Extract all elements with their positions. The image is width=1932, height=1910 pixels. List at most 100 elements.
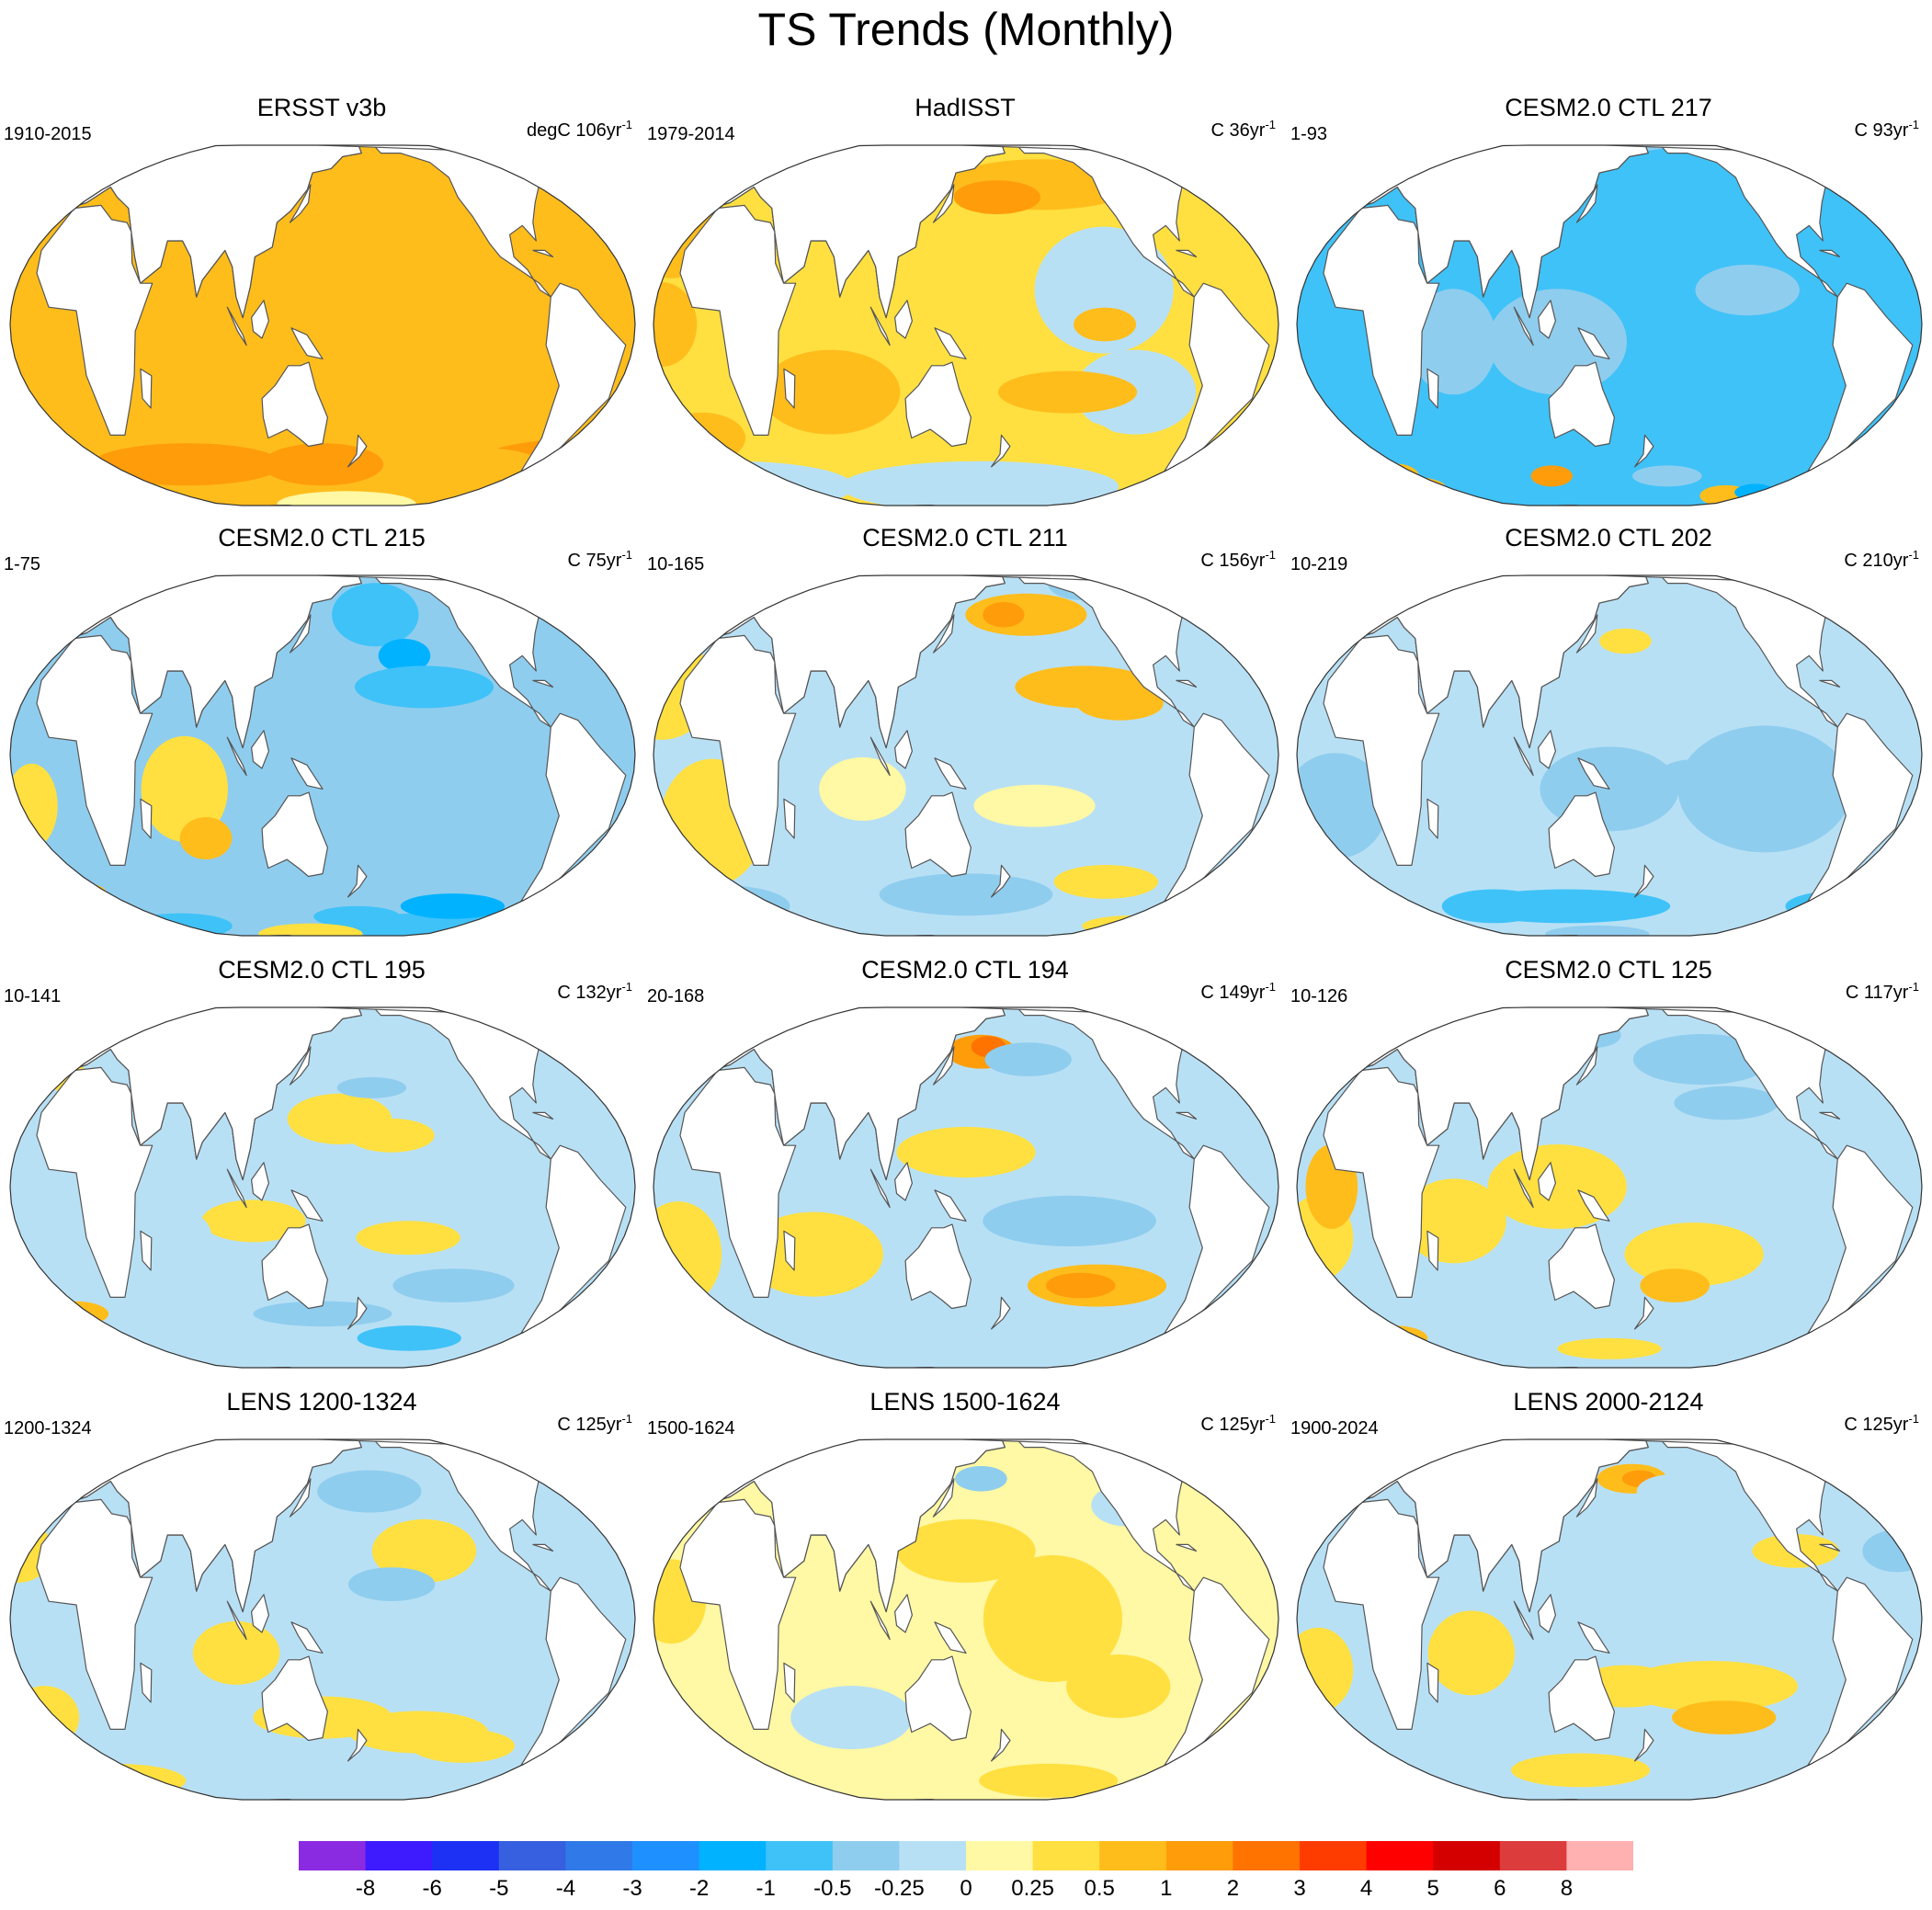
continent-cuba [1819, 1543, 1841, 1552]
continent-newguinea [934, 1621, 967, 1654]
anomaly-region [1530, 465, 1573, 487]
map-panel: LENS 1500-1624 1500-1624 C 125yr-1 [643, 1388, 1287, 1811]
continent-antarctica [10, 935, 357, 936]
anomaly-region [356, 1221, 460, 1256]
colorbar-swatch [365, 1841, 433, 1870]
land-layer [653, 132, 1270, 506]
land-layer [1297, 145, 1914, 506]
continent-antarctica [801, 505, 1144, 506]
map-panel: LENS 2000-2124 1900-2024 C 125yr-1 [1287, 1388, 1930, 1811]
panel-period: 1910-2015 [4, 124, 92, 144]
continent-sumatra [226, 736, 247, 777]
continent-africa [1323, 204, 1440, 436]
map-panel: CESM2.0 CTL 215 1-75 C 75yr-1 [0, 524, 643, 947]
continent-sumatra [226, 306, 247, 347]
continent-antarctica [801, 1367, 1144, 1368]
map-panel: CESM2.0 CTL 194 20-168 C 149yr-1 [643, 956, 1287, 1379]
map-canvas [1296, 1006, 1923, 1369]
anomaly-region [997, 370, 1138, 414]
panel-units: C 149yr-1 [1200, 981, 1276, 1004]
continent-uk [742, 586, 761, 604]
anomaly-region [1076, 686, 1164, 721]
panel-units-text: C 149yr [1200, 983, 1266, 1003]
continent-borneo [251, 300, 269, 339]
continent-nz [991, 434, 1011, 468]
anomaly-region [201, 1199, 306, 1243]
anomaly-region [1347, 592, 1381, 614]
panel-units-text: degC 106yr [527, 120, 622, 141]
map-canvas [9, 574, 636, 937]
panel-period: 10-126 [1290, 986, 1348, 1006]
panel-period: 20-168 [647, 986, 705, 1006]
continent-madagascar [140, 1662, 153, 1703]
continent-africa [679, 634, 797, 866]
anomaly-region [1313, 1321, 1401, 1356]
panel-units: C 125yr-1 [1200, 1413, 1276, 1436]
continent-americasN [371, 575, 551, 728]
anomaly-region [1045, 1272, 1116, 1299]
map-border [9, 1438, 636, 1801]
continent-antarctica [158, 1799, 501, 1800]
anomaly-region [440, 497, 546, 506]
anomaly-region [983, 1555, 1122, 1682]
anomaly-region [1632, 1034, 1773, 1086]
continent-sumatra [869, 1168, 891, 1209]
map-canvas [9, 1006, 636, 1369]
anomaly-region [955, 1466, 1007, 1492]
panel-title: CESM2.0 CTL 217 [1505, 94, 1712, 121]
anomaly-region [10, 763, 58, 848]
anomaly-region [896, 1518, 1036, 1583]
continent-borneo [1538, 1162, 1556, 1201]
map-canvas [9, 1438, 636, 1801]
anomaly-region [403, 447, 543, 482]
anomaly-region [410, 1729, 515, 1763]
anomaly-region [218, 286, 427, 363]
colorbar-tick-label: 8 [1560, 1876, 1574, 1901]
map-panel: CESM2.0 CTL 125 10-126 C 117yr-1 [1287, 956, 1930, 1379]
panel-units-text: C 125yr [557, 1415, 622, 1435]
anomaly-region [536, 145, 561, 167]
anomaly-region [983, 602, 1025, 628]
anomaly-region [1310, 1763, 1415, 1798]
panel-units: C 132yr-1 [557, 981, 632, 1004]
anomaly-region [743, 132, 951, 142]
continent-eurasia [1354, 1007, 1649, 1181]
colorbar-swatch [1032, 1841, 1100, 1870]
map-canvas [9, 144, 636, 506]
continent-africa [1323, 634, 1440, 866]
anomaly-region [1188, 1443, 1210, 1470]
continent-eurasia [1354, 145, 1649, 319]
anomaly-region [984, 1042, 1072, 1076]
anomaly-region [1441, 889, 1547, 924]
anomaly-region [1410, 289, 1497, 395]
panel-units-text: C 210yr [1844, 551, 1909, 571]
continent-japan [1575, 1478, 1598, 1518]
panel-title: ERSST v3b [256, 94, 387, 121]
continent-japan [289, 1046, 312, 1086]
anomaly-region [10, 1144, 54, 1229]
anomaly-region [840, 460, 1119, 506]
panel-units-exponent: -1 [1265, 548, 1276, 562]
colorbar-tick-label: 5 [1426, 1876, 1439, 1901]
map-border [1296, 574, 1923, 937]
continent-japan [1575, 1046, 1598, 1086]
continent-nz [991, 1728, 1011, 1762]
continent-cuba [1176, 679, 1198, 688]
land-layer [653, 1439, 1270, 1800]
continent-borneo [1538, 300, 1556, 339]
continent-arcticIsl [1688, 563, 1746, 569]
continent-japan [289, 184, 312, 223]
continent-nz [1634, 434, 1654, 468]
panel-title: CESM2.0 CTL 211 [862, 524, 1068, 551]
continent-australia [1548, 791, 1615, 878]
anomaly-region [819, 756, 906, 821]
anomaly-region [313, 905, 401, 927]
panel-units-text: C 132yr [557, 983, 622, 1003]
anomaly-region [10, 1686, 80, 1750]
map-border [1296, 1438, 1923, 1801]
continent-arcticIsl [1044, 132, 1103, 139]
anomaly-region [141, 735, 228, 842]
continent-australia [904, 791, 972, 878]
continent-antarctica [801, 935, 1144, 936]
continent-uk [98, 1018, 118, 1036]
